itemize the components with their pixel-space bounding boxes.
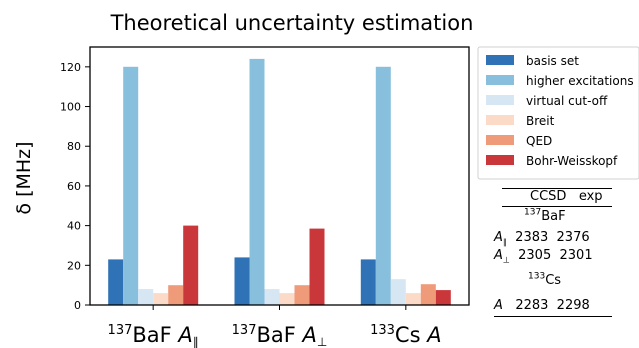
bar: [435, 290, 451, 305]
table-row: A 2283 2298: [494, 298, 590, 313]
bar: [138, 289, 154, 305]
chart-title: Theoretical uncertainty estimation: [110, 11, 474, 35]
group-cs-mass: 133: [528, 271, 546, 282]
group-cs-name: Cs: [545, 273, 562, 288]
bar: [153, 293, 169, 305]
y-axis-label: δ [MHz]: [13, 141, 35, 214]
legend-swatch: [486, 75, 514, 85]
legend-label: basis set: [526, 54, 579, 68]
bar: [264, 289, 280, 305]
table-row: A∥ 2383 2376: [494, 230, 590, 247]
x-axis: 137BaF A∥ 137BaF A⊥ 133Cs A: [108, 305, 442, 348]
legend-frame: [477, 46, 639, 180]
table-header: CCSD exp: [530, 189, 603, 204]
bar: [420, 284, 436, 305]
group-cs: 133Cs: [528, 271, 562, 288]
x-tick-label: 133Cs A: [370, 323, 441, 347]
group-baf-mass: 137: [524, 207, 542, 218]
legend-label: Bohr-Weisskopf: [526, 154, 618, 168]
legend-label: virtual cut-off: [526, 94, 608, 108]
y-tick-label: 20: [67, 259, 81, 272]
legend-swatch: [486, 135, 514, 145]
bar: [309, 228, 325, 305]
legend-swatch: [486, 115, 514, 125]
bar: [405, 293, 421, 305]
legend-swatch: [486, 55, 514, 65]
bar: [294, 285, 310, 305]
legend-label: Breit: [526, 114, 555, 128]
y-tick-label: 100: [60, 101, 81, 114]
bar: [279, 293, 295, 305]
bar: [375, 66, 391, 305]
bar: [360, 259, 376, 305]
bar: [108, 259, 124, 305]
legend-label: QED: [526, 134, 552, 148]
x-tick-label: 137BaF A⊥: [232, 323, 328, 348]
plot-frame: [89, 46, 470, 306]
y-tick-label: 60: [67, 180, 81, 193]
y-tick-label: 40: [67, 220, 81, 233]
bar: [249, 58, 265, 306]
header-exp: exp: [578, 189, 603, 204]
bars: [108, 58, 451, 306]
y-tick-label: 120: [60, 61, 81, 74]
bar: [123, 66, 139, 305]
y-tick-label: 0: [74, 299, 81, 312]
y-axis: 0 20 40 60 80 100 120: [60, 61, 90, 312]
legend-swatch: [486, 155, 514, 165]
group-baf: 137BaF: [524, 207, 566, 224]
table-top-rule: [502, 188, 612, 189]
bar: [234, 257, 250, 305]
group-baf-name: BaF: [541, 209, 566, 224]
table-header-rule: [502, 206, 612, 207]
table-row: A⊥ 2305 2301: [494, 248, 593, 265]
x-tick-label: 137BaF A∥: [108, 323, 199, 348]
legend-swatch: [486, 95, 514, 105]
legend: basis set higher excitations virtual cut-o…: [477, 46, 639, 180]
bar: [183, 225, 199, 305]
legend-label: higher excitations: [526, 74, 634, 88]
bar: [390, 279, 406, 305]
header-ccsd: CCSD: [530, 189, 567, 204]
bar: [168, 285, 184, 305]
table-bottom-rule: [494, 316, 612, 317]
y-tick-label: 80: [67, 140, 81, 153]
